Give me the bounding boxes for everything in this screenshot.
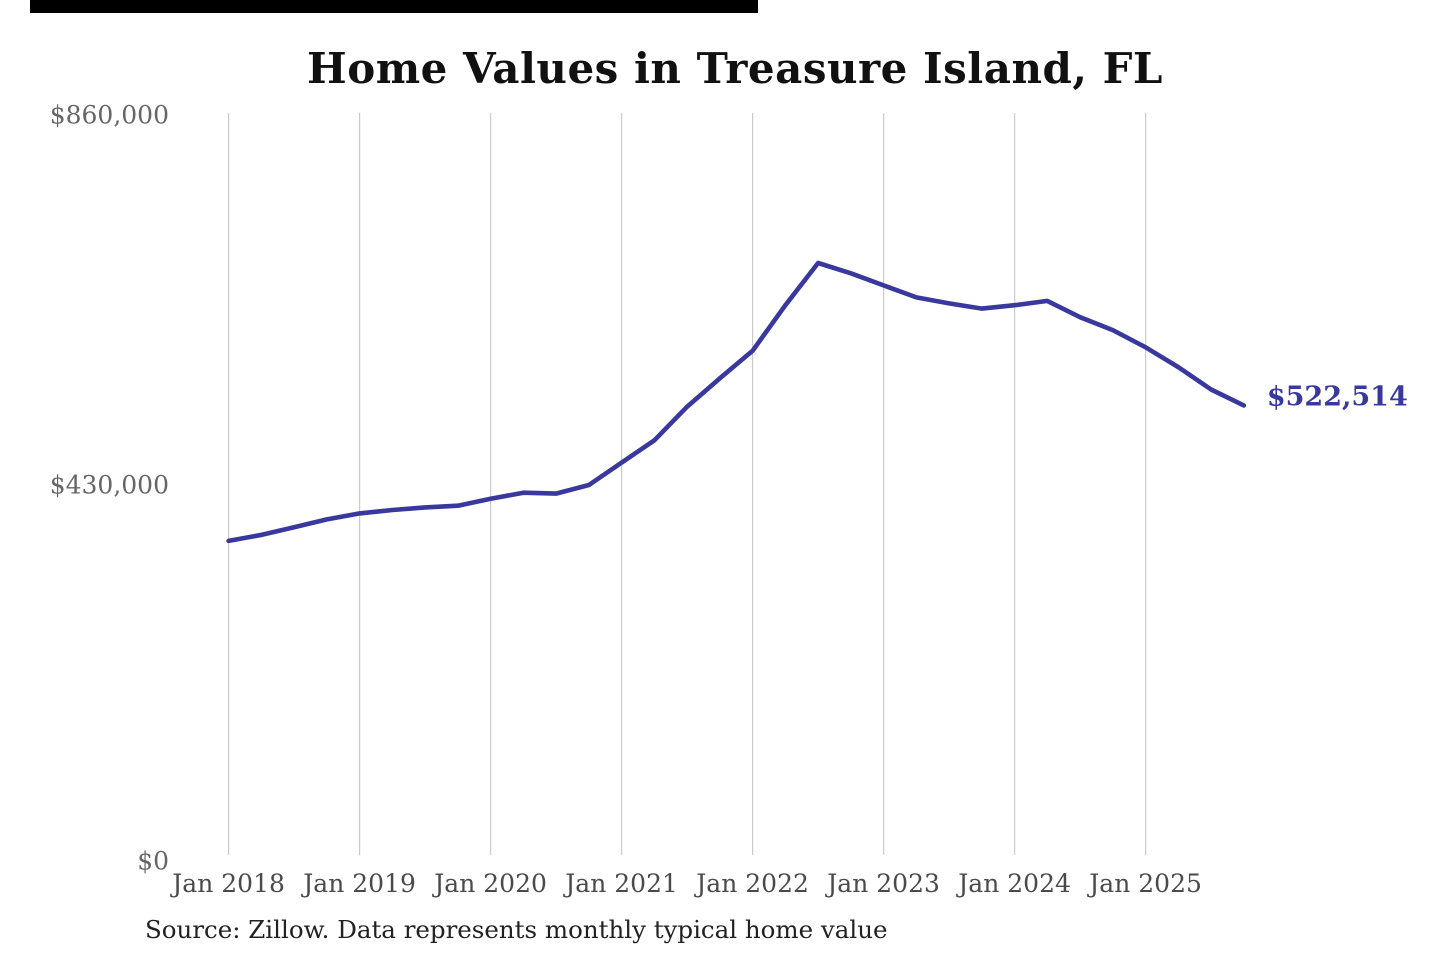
x-tick-label: Jan 2022 [696, 869, 809, 898]
latest-value-label: $522,514 [1266, 381, 1408, 413]
y-tick-label: $0 [137, 846, 169, 876]
x-tick-label: Jan 2024 [958, 869, 1071, 898]
x-tick-label: Jan 2021 [565, 869, 678, 898]
chart-title: Home Values in Treasure Island, FL [307, 44, 1163, 93]
x-tick-label: Jan 2019 [303, 869, 416, 898]
y-tick-label: $430,000 [49, 470, 169, 500]
x-tick-label: Jan 2025 [1089, 869, 1202, 898]
y-tick-label: $860,000 [49, 100, 169, 130]
source-note: Source: Zillow. Data represents monthly … [145, 915, 888, 944]
home-value-line [226, 260, 1247, 544]
x-tick-label: Jan 2023 [827, 869, 940, 898]
x-tick-label: Jan 2018 [172, 869, 285, 898]
x-tick-label: Jan 2020 [434, 869, 547, 898]
top-partial-black-bar [30, 0, 758, 13]
